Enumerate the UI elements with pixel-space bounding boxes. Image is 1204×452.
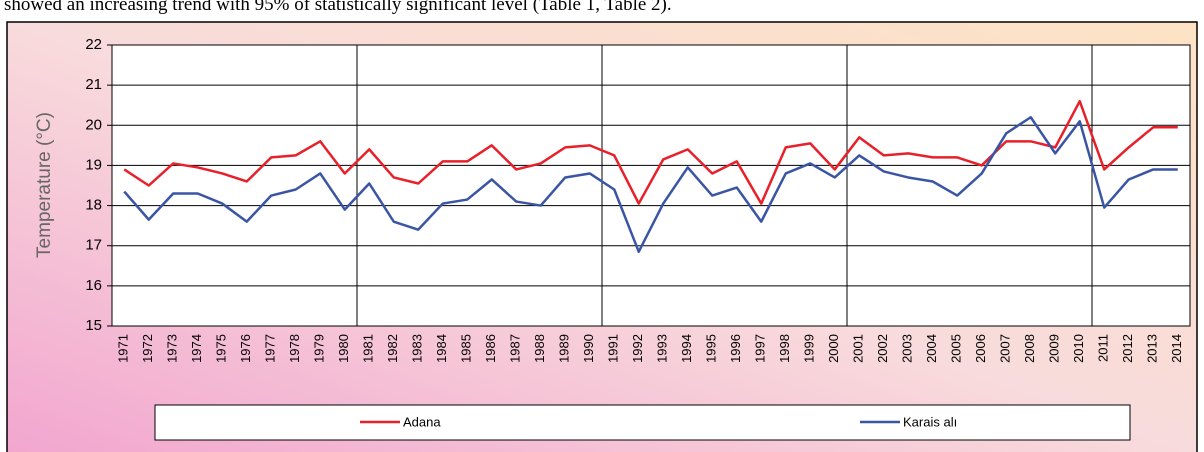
x-tick-label: 1979 [312, 334, 327, 363]
plot-area [111, 44, 1191, 327]
y-tick-label: 15 [85, 317, 102, 334]
x-tick-label: 1989 [557, 334, 572, 363]
x-tick-label: 1991 [606, 334, 621, 363]
x-tick-label: 1990 [581, 334, 596, 363]
x-tick-label: 1988 [532, 334, 547, 363]
x-tick-label: 1974 [189, 334, 204, 363]
x-tick-label: 2008 [1022, 334, 1037, 363]
legend-label: Karais alı [903, 414, 957, 429]
x-tick-label: 1999 [802, 334, 817, 363]
y-tick-label: 21 [85, 76, 102, 93]
legend-label: Adana [403, 414, 441, 429]
x-tick-label: 1976 [238, 334, 253, 363]
x-tick-label: 2007 [998, 334, 1013, 363]
x-tick-label: 1978 [287, 334, 302, 363]
x-tick-label: 2001 [851, 334, 866, 363]
x-tick-label: 1996 [728, 334, 743, 363]
x-tick-label: 2006 [973, 334, 988, 363]
x-tick-label: 2013 [1145, 334, 1160, 363]
y-tick-label: 22 [85, 36, 102, 53]
y-tick-label: 19 [85, 156, 102, 173]
x-tick-label: 1986 [483, 334, 498, 363]
series-line [123, 99, 1178, 205]
x-tick-label: 2014 [1169, 334, 1184, 363]
x-tick-label: 1982 [385, 334, 400, 363]
paragraph-text: showed an increasing trend with 95% of s… [4, 0, 672, 15]
legend [154, 404, 1131, 441]
x-tick-label: 1993 [655, 334, 670, 363]
x-tick-label: 1980 [336, 334, 351, 363]
x-tick-label: 1983 [410, 334, 425, 363]
x-tick-label: 2010 [1071, 334, 1086, 363]
x-tick-label: 2005 [949, 334, 964, 363]
x-tick-label: 2002 [875, 334, 890, 363]
x-tick-label: 1972 [140, 334, 155, 363]
x-tick-label: 1987 [508, 334, 523, 363]
x-tick-label: 1995 [704, 334, 719, 363]
x-tick-label: 1992 [630, 334, 645, 363]
x-tick-label: 1977 [263, 334, 278, 363]
y-tick-label: 17 [85, 237, 102, 254]
y-tick-label: 16 [85, 277, 102, 294]
x-tick-label: 1997 [753, 334, 768, 363]
x-tick-label: 2003 [900, 334, 915, 363]
x-tick-label: 1985 [459, 334, 474, 363]
x-tick-label: 2012 [1120, 334, 1135, 363]
x-tick-label: 1998 [777, 334, 792, 363]
y-axis-label: Temperature (°C) [34, 112, 55, 258]
x-tick-label: 2011 [1096, 334, 1111, 362]
y-tick-label: 18 [85, 197, 102, 214]
x-tick-label: 1971 [116, 334, 131, 363]
x-tick-label: 1981 [361, 334, 376, 363]
x-tick-label: 1994 [679, 334, 694, 363]
x-tick-label: 2004 [924, 334, 939, 363]
x-tick-label: 2009 [1047, 334, 1062, 363]
x-tick-label: 2000 [826, 334, 841, 363]
x-tick-label: 1973 [165, 334, 180, 363]
x-tick-label: 1975 [214, 334, 229, 363]
series-line [123, 116, 1178, 253]
y-tick-label: 20 [85, 116, 102, 133]
x-tick-label: 1984 [434, 334, 449, 363]
